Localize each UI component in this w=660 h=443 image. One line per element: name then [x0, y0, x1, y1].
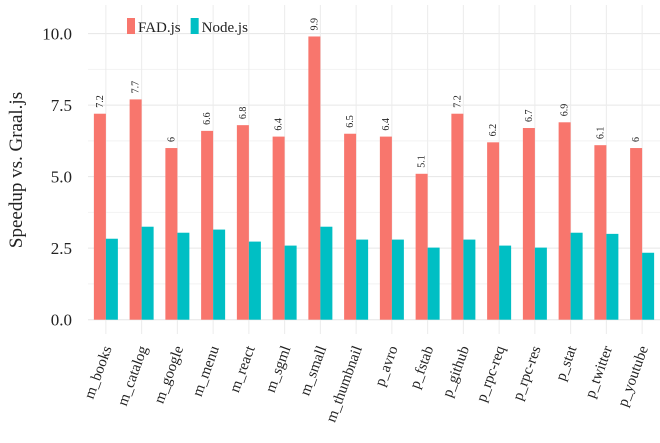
x-tick-label: p_rpc-req	[474, 343, 509, 404]
x-tick-label: m_catalog	[115, 343, 152, 408]
x-tick-label: m_sgml	[263, 344, 295, 395]
x-tick-label: p_youtube	[615, 344, 652, 409]
data-label: 7.2	[452, 95, 463, 108]
bar	[499, 245, 512, 320]
bar	[642, 252, 655, 320]
bar	[522, 128, 535, 320]
bar	[308, 36, 321, 320]
legend-swatch	[190, 18, 199, 34]
data-label: 9.9	[309, 18, 320, 31]
bar	[344, 133, 357, 320]
bar	[213, 229, 226, 320]
bar	[320, 226, 333, 320]
x-tick-label: p_stat	[553, 343, 581, 383]
bar	[201, 130, 214, 320]
x-tick-label: m_menu	[190, 343, 223, 398]
x-tick-label: p_fstab	[407, 344, 437, 391]
x-tick-label: m_books	[82, 344, 116, 401]
data-label: 6	[631, 137, 642, 142]
x-tick-label: p_avro	[372, 344, 401, 389]
x-tick-label: p_twitter	[583, 344, 617, 400]
y-tick-label: 10.0	[42, 25, 72, 44]
legend-label: FAD.js	[138, 20, 181, 36]
y-tick-label: 7.5	[51, 96, 72, 115]
bar	[451, 113, 464, 320]
data-label: 6.4	[381, 118, 392, 131]
data-label: 6.7	[524, 110, 535, 123]
bar	[284, 245, 297, 320]
bar	[558, 122, 571, 320]
bar	[129, 99, 142, 320]
x-tick-label: m_thumbnail	[323, 344, 365, 425]
data-label: 7.7	[131, 81, 142, 94]
data-label: 6.8	[238, 107, 249, 120]
bar	[487, 142, 500, 320]
bar	[415, 173, 428, 320]
bar	[463, 239, 476, 320]
bar	[248, 241, 261, 320]
data-label: 6.1	[595, 127, 606, 140]
y-tick-label: 0.0	[51, 311, 72, 330]
bar	[570, 232, 583, 320]
x-tick-label: m_react	[227, 343, 259, 395]
x-tick-label: p_github	[440, 344, 473, 400]
data-label: 7.2	[95, 95, 106, 108]
bar	[427, 247, 440, 320]
y-axis-label: Speedup vs. Graal.js	[6, 92, 27, 248]
bar	[105, 238, 118, 320]
x-tick-label: p_rpc-res	[510, 344, 544, 403]
x-tick-label: m_google	[152, 344, 188, 406]
y-tick-label: 5.0	[51, 168, 72, 187]
bar	[93, 113, 106, 320]
bar	[165, 148, 178, 320]
y-tick-label: 2.5	[51, 239, 72, 258]
data-label: 6.2	[488, 124, 499, 137]
data-label: 6.9	[560, 104, 571, 117]
bar	[534, 247, 547, 320]
legend-label: Node.js	[202, 20, 248, 36]
bar	[606, 233, 619, 320]
bar	[272, 136, 285, 320]
bar	[177, 232, 190, 320]
data-label: 5.1	[417, 155, 428, 168]
data-label: 6.5	[345, 115, 356, 128]
x-tick-label: m_small	[297, 344, 330, 398]
bar	[236, 125, 249, 320]
bar	[391, 239, 404, 320]
bar	[594, 145, 607, 320]
data-label: 6.4	[274, 118, 285, 131]
data-label: 6	[166, 137, 177, 142]
data-label: 6.6	[202, 112, 213, 125]
bar	[141, 226, 154, 320]
bar	[356, 239, 369, 320]
bar	[630, 148, 643, 320]
bar	[379, 136, 392, 320]
legend-swatch	[127, 18, 135, 34]
